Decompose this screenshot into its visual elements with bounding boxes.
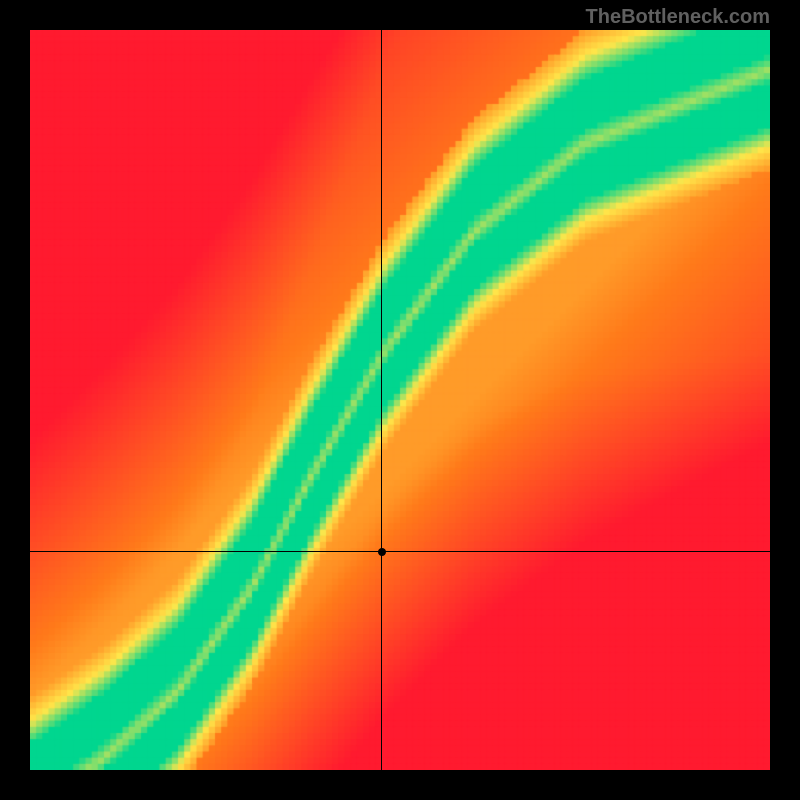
crosshair-marker (378, 548, 386, 556)
watermark-text: TheBottleneck.com (586, 6, 770, 29)
heatmap-canvas (30, 30, 770, 770)
plot-area (30, 30, 770, 770)
crosshair-horizontal (30, 551, 770, 552)
crosshair-vertical (381, 30, 382, 770)
chart-container: TheBottleneck.com (0, 0, 800, 800)
